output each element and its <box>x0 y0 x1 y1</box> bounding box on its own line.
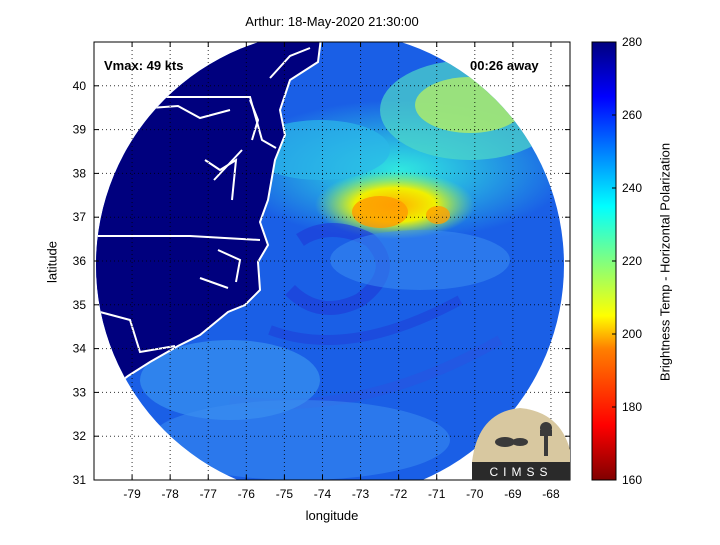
x-tick-label: -71 <box>428 487 446 501</box>
x-tick-label: -77 <box>200 487 218 501</box>
y-tick-label: 34 <box>73 342 87 356</box>
colorbar-tick-label: 260 <box>622 108 642 122</box>
colorbar-tick-label: 220 <box>622 254 642 268</box>
y-ticks: 31 32 33 34 35 36 37 38 39 40 <box>73 79 570 487</box>
logo-text: CIMSS <box>489 465 552 479</box>
y-tick-label: 37 <box>73 210 87 224</box>
y-tick-label: 31 <box>73 473 87 487</box>
x-tick-label: -74 <box>314 487 332 501</box>
colorbar-tick-label: 160 <box>622 473 642 487</box>
x-tick-label: -75 <box>276 487 294 501</box>
y-tick-label: 33 <box>73 385 87 399</box>
x-axis-label: longitude <box>305 508 359 523</box>
x-tick-label: -68 <box>542 487 560 501</box>
y-tick-label: 32 <box>73 429 87 443</box>
colorbar-ticks: 160 180 200 220 240 260 280 <box>612 35 642 487</box>
y-tick-label: 35 <box>73 298 87 312</box>
y-tick-label: 40 <box>73 79 87 93</box>
vmax-annotation: Vmax: 49 kts <box>104 58 184 73</box>
time-away-annotation: 00:26 away <box>470 58 539 73</box>
x-tick-label: -79 <box>123 487 141 501</box>
x-tick-label: -70 <box>466 487 484 501</box>
chart-title: Arthur: 18-May-2020 21:30:00 <box>245 14 419 29</box>
y-tick-label: 38 <box>73 166 87 180</box>
x-ticks: -79 -78 -77 -76 -75 -74 -73 -72 -71 -70 -69 -68 <box>123 42 560 501</box>
y-tick-label: 39 <box>73 123 87 137</box>
colorbar-tick-label: 240 <box>622 181 642 195</box>
x-tick-label: -76 <box>238 487 256 501</box>
cimss-logo: CIMSS <box>472 408 570 480</box>
colorbar-tick-label: 200 <box>622 327 642 341</box>
y-tick-label: 36 <box>73 254 87 268</box>
x-tick-label: -73 <box>352 487 370 501</box>
coastlines <box>96 42 323 406</box>
colorbar-tick-label: 280 <box>622 35 642 49</box>
x-tick-label: -72 <box>390 487 408 501</box>
x-tick-label: -78 <box>161 487 179 501</box>
y-axis-label: latitude <box>44 241 60 283</box>
colorbar-label: Brightness Temp - Horizontal Polarizatio… <box>657 142 673 382</box>
colorbar-tick-label: 180 <box>622 400 642 414</box>
x-tick-label: -69 <box>504 487 522 501</box>
